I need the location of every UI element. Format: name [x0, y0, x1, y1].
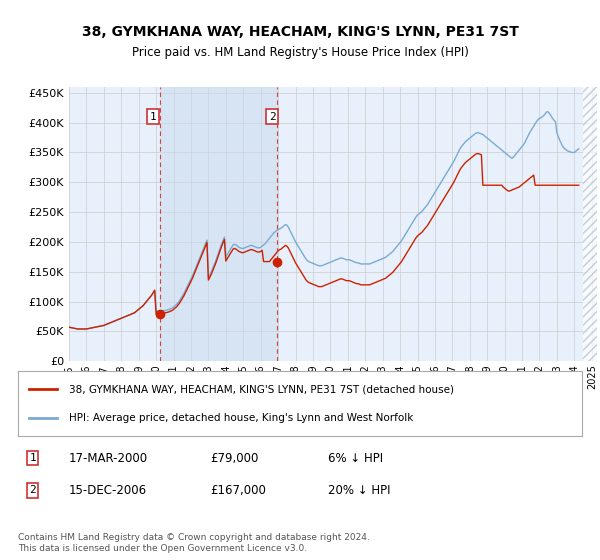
Text: 2: 2: [269, 111, 275, 122]
Text: 15-DEC-2006: 15-DEC-2006: [69, 484, 147, 497]
Text: 6% ↓ HPI: 6% ↓ HPI: [328, 451, 383, 465]
Text: Contains HM Land Registry data © Crown copyright and database right 2024.
This d: Contains HM Land Registry data © Crown c…: [18, 533, 370, 553]
Text: 1: 1: [29, 453, 36, 463]
Bar: [160, 87, 277, 361]
Text: 1: 1: [149, 111, 156, 122]
Text: £79,000: £79,000: [210, 451, 258, 465]
Text: 38, GYMKHANA WAY, HEACHAM, KING'S LYNN, PE31 7ST: 38, GYMKHANA WAY, HEACHAM, KING'S LYNN, …: [82, 25, 518, 39]
Text: 20% ↓ HPI: 20% ↓ HPI: [328, 484, 391, 497]
Text: Price paid vs. HM Land Registry's House Price Index (HPI): Price paid vs. HM Land Registry's House …: [131, 46, 469, 59]
Text: 2: 2: [29, 485, 36, 495]
Text: £167,000: £167,000: [210, 484, 266, 497]
Text: 38, GYMKHANA WAY, HEACHAM, KING'S LYNN, PE31 7ST (detached house): 38, GYMKHANA WAY, HEACHAM, KING'S LYNN, …: [69, 384, 454, 394]
Text: HPI: Average price, detached house, King's Lynn and West Norfolk: HPI: Average price, detached house, King…: [69, 413, 413, 423]
Text: 17-MAR-2000: 17-MAR-2000: [69, 451, 148, 465]
